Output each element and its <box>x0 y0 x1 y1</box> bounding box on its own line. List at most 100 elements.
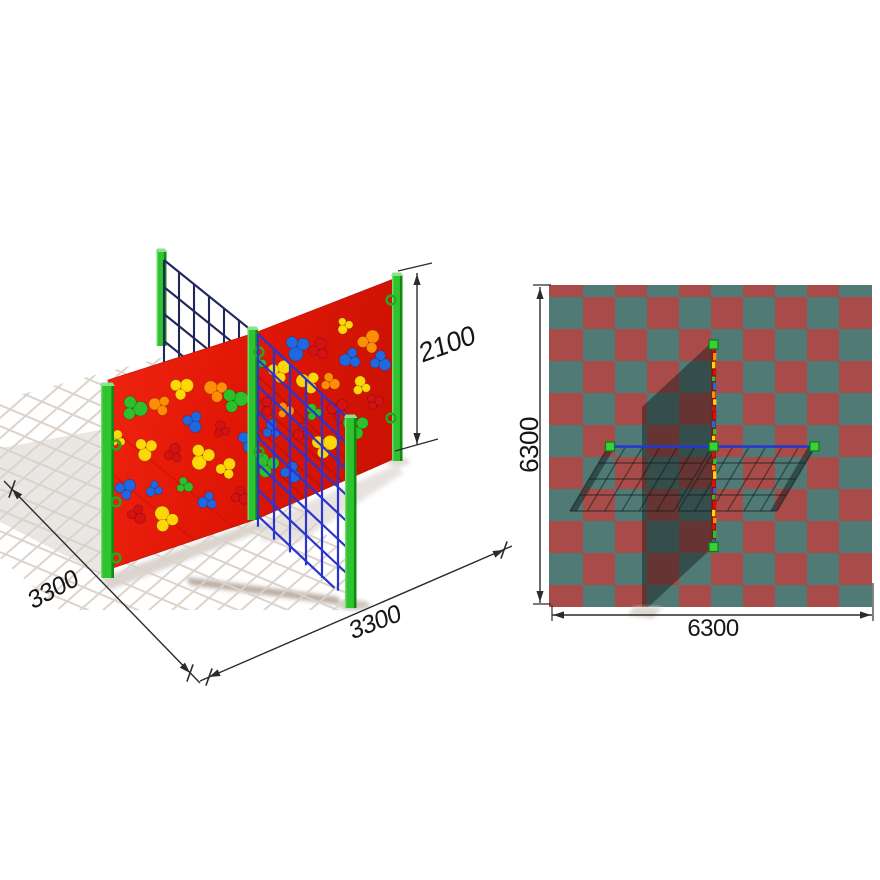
post-highlight <box>345 418 347 608</box>
rope-shadow <box>112 474 257 568</box>
dimensions-perspective <box>3 262 513 686</box>
mat-cell <box>839 553 872 585</box>
climbing-hold <box>148 395 170 416</box>
hold-lobe <box>123 407 136 420</box>
mat-cell <box>743 425 775 457</box>
wall-strip-dash <box>713 412 717 420</box>
hold-lobe <box>346 347 358 359</box>
net-end-shadow <box>770 447 815 511</box>
wall-strip-dash <box>713 471 717 479</box>
climbing-holds <box>109 317 392 532</box>
mat-cell <box>807 585 839 607</box>
climbing-hold <box>308 337 328 359</box>
grid-shadow-line <box>0 356 113 610</box>
dim-label-zone-width: 6300 <box>687 615 739 642</box>
mat-cell <box>775 553 807 585</box>
mat-cell <box>549 329 583 361</box>
mat-cell <box>775 425 807 457</box>
mat-cell <box>549 553 583 585</box>
mat-cell <box>775 285 807 297</box>
net-shadow-line <box>743 446 783 512</box>
mat-cell <box>711 297 743 329</box>
mat-cell <box>615 521 647 553</box>
mat-cell <box>775 521 807 553</box>
hold-lobe <box>169 443 181 455</box>
net-rope <box>163 286 232 342</box>
dimension-arrow <box>179 662 190 673</box>
wall-shadow-tail <box>628 607 662 619</box>
wall-strip-dash <box>713 428 717 435</box>
hold-lobe <box>373 395 385 407</box>
mat-cell <box>679 521 711 553</box>
mat-cell <box>615 393 647 425</box>
hold-lobe <box>154 505 170 522</box>
hold-lobe <box>378 358 392 372</box>
dimension-tick <box>186 664 194 682</box>
post-highlight <box>392 276 394 461</box>
climbing-hold <box>367 394 385 411</box>
mat-cell <box>549 521 583 553</box>
net-shadow-line <box>673 446 713 512</box>
net-shadow-line <box>656 446 696 512</box>
climbing-net-back <box>162 259 256 363</box>
mat-cell <box>647 393 679 425</box>
hold-lobe <box>123 478 137 492</box>
mat-cell <box>839 285 872 297</box>
post-front-face <box>101 386 114 578</box>
net-rope <box>163 340 184 358</box>
dimension-line <box>199 545 513 682</box>
hold-lobe <box>322 434 338 451</box>
mat-cell <box>583 553 615 585</box>
climbing-hold <box>230 485 251 505</box>
safety-mat-checkerboard <box>549 285 872 607</box>
mat-cell <box>615 329 647 361</box>
net-rope <box>257 333 354 425</box>
post-highlight <box>101 386 103 578</box>
wall-strip-dash <box>713 488 717 494</box>
mat-cell <box>775 329 807 361</box>
climbing-hold <box>215 457 236 480</box>
hold-lobe <box>338 353 352 367</box>
dimension-arrow <box>860 611 871 619</box>
mat-cell <box>679 297 711 329</box>
net-shadow-line <box>586 446 626 512</box>
net-shadow-line <box>759 446 800 512</box>
hold-lobe <box>317 348 328 359</box>
mat-cell <box>583 489 615 521</box>
grid-shadow-line <box>238 356 356 610</box>
climbing-hold <box>369 350 392 372</box>
wall-strip-dash <box>713 500 717 509</box>
mat-cell <box>615 361 647 393</box>
mat-cell <box>647 297 679 329</box>
dimension-arrow <box>553 611 564 619</box>
mat-cell <box>679 329 711 361</box>
hold-lobe <box>354 375 366 388</box>
hold-lobe <box>159 395 170 407</box>
anchor-rings <box>110 294 397 564</box>
mat-cell <box>549 585 583 607</box>
mat-cell <box>679 285 711 297</box>
wall-strip-dash <box>712 361 716 369</box>
dimension-arrow <box>413 433 421 444</box>
net-shadow-line <box>621 446 661 512</box>
anchor-ring-icon <box>110 439 122 451</box>
mat-cell <box>647 521 679 553</box>
mat-cell <box>839 361 872 393</box>
wall-edge-shadow <box>100 521 266 590</box>
mat-cell <box>743 329 775 361</box>
mat-cell <box>807 361 839 393</box>
anchor-ring-icon <box>110 552 122 564</box>
grid-shadow-line <box>0 572 356 610</box>
anchor-ring-icon <box>385 294 397 306</box>
wall-strip-dash <box>713 458 717 464</box>
hold-lobe <box>368 401 378 411</box>
climbing-hold <box>306 403 323 421</box>
climbing-hold <box>182 411 202 433</box>
mat-cell <box>549 361 583 393</box>
mat-cell <box>807 553 839 585</box>
grid-shadow-line <box>215 356 356 610</box>
mat-cell <box>775 585 807 607</box>
post-side-face <box>163 252 167 346</box>
mat-cell <box>583 329 615 361</box>
